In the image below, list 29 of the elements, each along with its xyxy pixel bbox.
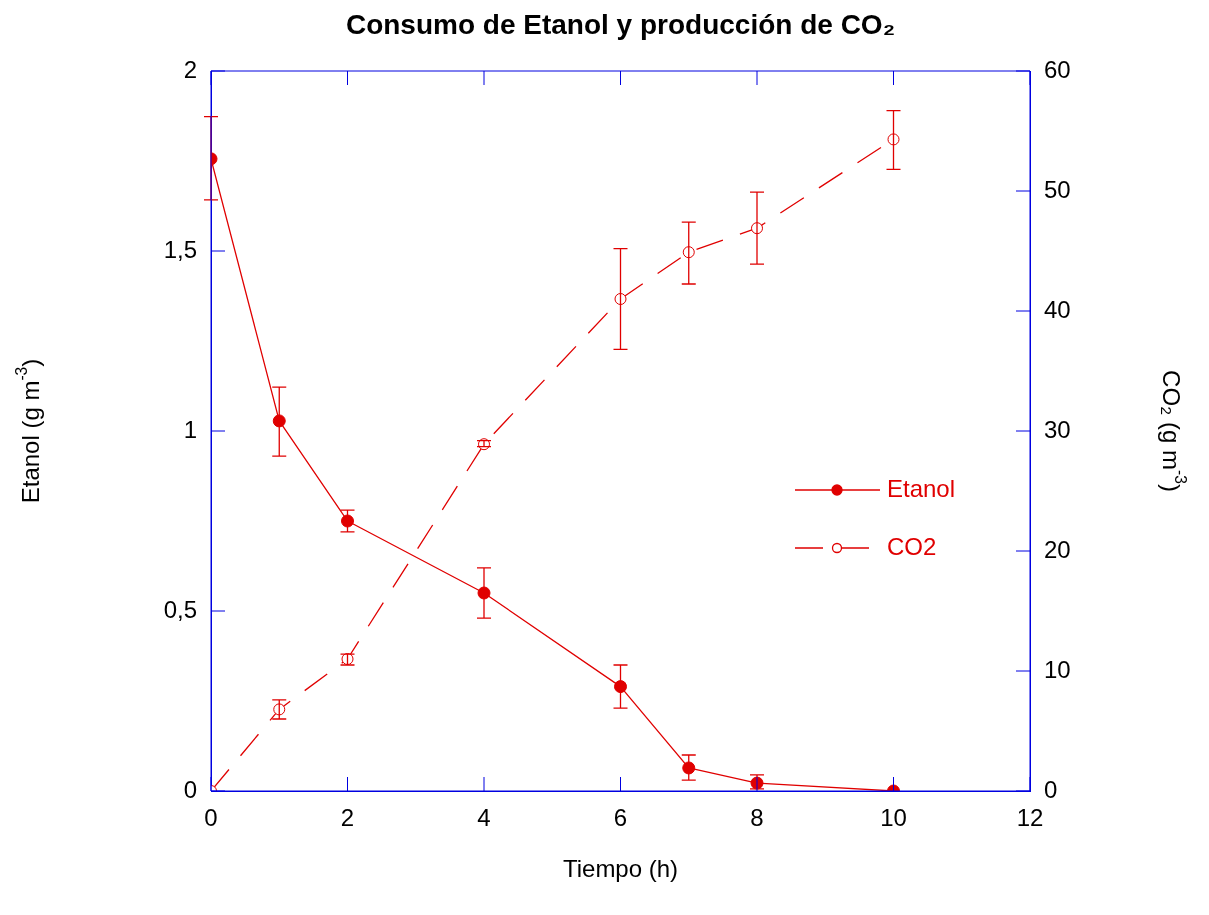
y2-tick-label: 30 [1044,415,1071,443]
x-tick-label: 6 [613,804,628,832]
y2-tick-label: 40 [1044,295,1071,323]
x-tick-label: 10 [880,804,907,832]
y-tick-label: 1,5 [163,235,197,263]
y2-tick-label: 60 [1044,55,1071,83]
point [682,761,696,775]
x-tick-label: 12 [1016,804,1044,832]
x-tick-label: 0 [204,804,218,832]
point [341,514,354,528]
x-tick-label: 4 [477,804,491,832]
y2-tick-label: 50 [1044,175,1071,203]
x-tick-label: 8 [750,804,764,832]
y-tick-label: 0,5 [163,595,197,623]
chart-title: Consumo de Etanol y producción de CO₂ [345,8,896,40]
x-axis-title: Tiempo (h) [562,854,679,882]
point [614,680,627,694]
point [272,414,286,428]
y2-tick-label: 20 [1044,535,1071,563]
y2-tick-label: 10 [1044,655,1071,683]
legend-label: Etanol [887,474,956,502]
legend-label: CO2 [887,532,937,560]
y-axis-title: Etanol (g m-3) [12,358,44,504]
x-tick-label: 2 [340,804,355,832]
y-tick-label: 1 [183,415,197,443]
y-tick-label: 2 [183,55,197,83]
y2-tick-label: 0 [1044,775,1058,803]
y-tick-label: 0 [183,775,197,803]
y2-axis-title: CO₂ (g m-3) [1158,370,1190,492]
